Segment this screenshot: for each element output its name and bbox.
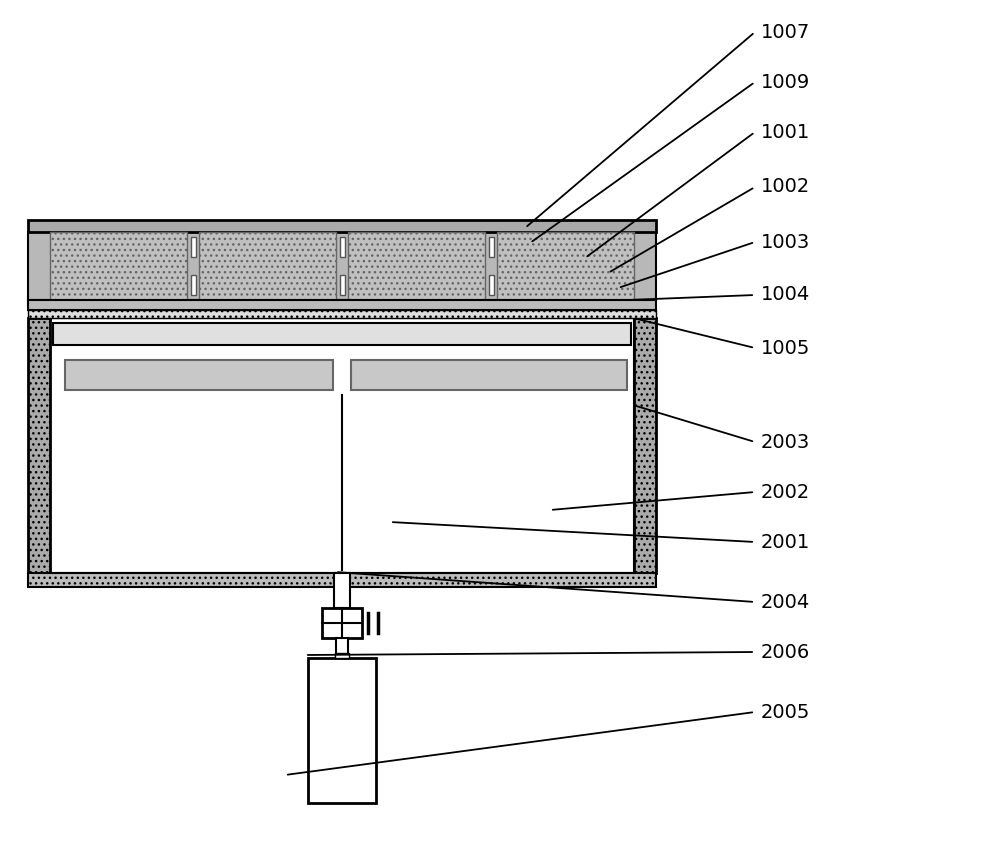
Bar bbox=[191, 275, 196, 295]
Bar bbox=[340, 237, 345, 257]
Bar bbox=[322, 608, 362, 638]
Bar bbox=[28, 318, 50, 573]
Bar bbox=[489, 237, 494, 257]
Text: 1004: 1004 bbox=[761, 286, 810, 305]
Bar bbox=[65, 360, 333, 390]
Text: 1002: 1002 bbox=[761, 178, 810, 196]
Text: 2001: 2001 bbox=[761, 533, 810, 552]
Text: 1007: 1007 bbox=[761, 22, 810, 41]
Bar bbox=[199, 232, 336, 300]
Bar bbox=[191, 237, 196, 257]
Text: 2003: 2003 bbox=[761, 432, 810, 451]
Bar bbox=[50, 232, 187, 300]
Bar bbox=[334, 573, 350, 608]
Bar bbox=[28, 300, 656, 310]
Text: 2002: 2002 bbox=[761, 482, 810, 501]
Bar bbox=[50, 318, 634, 573]
Bar bbox=[335, 653, 349, 658]
Text: 2006: 2006 bbox=[761, 643, 810, 662]
Text: 1009: 1009 bbox=[761, 72, 810, 92]
Bar bbox=[28, 573, 656, 587]
Bar bbox=[497, 232, 634, 300]
Bar bbox=[634, 318, 656, 573]
Text: 1001: 1001 bbox=[761, 123, 810, 142]
Text: 1005: 1005 bbox=[761, 339, 810, 358]
Bar bbox=[53, 323, 631, 345]
Bar bbox=[489, 275, 494, 295]
Bar bbox=[28, 232, 656, 300]
Bar bbox=[348, 232, 485, 300]
Text: 2005: 2005 bbox=[761, 703, 810, 722]
Bar bbox=[28, 310, 656, 318]
Bar bbox=[28, 220, 656, 232]
Bar bbox=[336, 638, 348, 658]
Bar bbox=[340, 275, 345, 295]
Bar bbox=[351, 360, 627, 390]
Text: 2004: 2004 bbox=[761, 593, 810, 612]
Text: 1003: 1003 bbox=[761, 233, 810, 251]
Bar bbox=[308, 658, 376, 803]
